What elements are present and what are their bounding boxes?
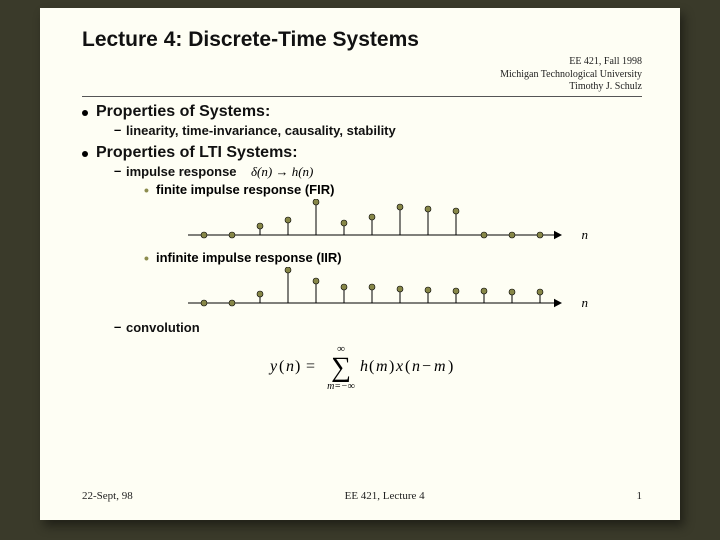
convolution-equation: y ( n ) = ∞ ∑ m=−∞ h ( m ) x ( n − bbox=[82, 341, 642, 396]
svg-text:): ) bbox=[389, 358, 394, 375]
bullet-properties-systems: Properties of Systems: linearity, time-i… bbox=[82, 103, 642, 140]
bullet-list: Properties of Systems: linearity, time-i… bbox=[82, 103, 642, 337]
slide-inner: Lecture 4: Discrete-Time Systems EE 421,… bbox=[82, 28, 642, 500]
bullet-iir: infinite impulse response (IIR) bbox=[144, 250, 642, 265]
fir-plot-wrap: n bbox=[184, 199, 584, 249]
fir-stem-plot bbox=[184, 199, 564, 249]
svg-text:x: x bbox=[395, 358, 403, 375]
slide: Lecture 4: Discrete-Time Systems EE 421,… bbox=[40, 8, 680, 520]
bullet-fir-text: finite impulse response (FIR) bbox=[156, 182, 334, 197]
iir-axis-label: n bbox=[582, 295, 589, 311]
footer-date: 22-Sept, 98 bbox=[82, 490, 133, 502]
divider bbox=[82, 96, 642, 97]
svg-text:m: m bbox=[434, 358, 446, 375]
svg-text:(: ( bbox=[405, 358, 410, 375]
bullet-a-sub-text: linearity, time-invariance, causality, s… bbox=[126, 123, 396, 138]
bullet-b-sub1-text: impulse response bbox=[126, 164, 237, 179]
lecture-title: Lecture 4: Discrete-Time Systems bbox=[82, 28, 642, 52]
slide-meta: EE 421, Fall 1998 Michigan Technological… bbox=[82, 56, 642, 94]
slide-footer: 22-Sept, 98 EE 421, Lecture 4 1 bbox=[82, 490, 642, 502]
svg-text:∑: ∑ bbox=[331, 352, 351, 383]
svg-text:m=−∞: m=−∞ bbox=[327, 381, 355, 391]
meta-course: EE 421, Fall 1998 bbox=[82, 56, 642, 69]
bullet-properties-lti: Properties of LTI Systems: impulse respo… bbox=[82, 144, 642, 337]
meta-author: Timothy J. Schulz bbox=[82, 81, 642, 94]
bullet-b-label: Properties of LTI Systems: bbox=[96, 144, 298, 161]
bullet-iir-text: infinite impulse response (IIR) bbox=[156, 250, 342, 265]
svg-text:n: n bbox=[286, 358, 294, 375]
footer-center: EE 421, Lecture 4 bbox=[345, 490, 425, 502]
svg-text:(: ( bbox=[279, 358, 284, 375]
bullet-b-sub1: impulse response δ(n) → h(n) finite impu… bbox=[114, 163, 642, 317]
bullet-b-sub2-text: convolution bbox=[126, 320, 200, 335]
meta-university: Michigan Technological University bbox=[82, 69, 642, 82]
svg-text:): ) bbox=[295, 358, 300, 375]
footer-page: 1 bbox=[636, 490, 642, 502]
bullet-b-sub2: convolution bbox=[114, 319, 642, 337]
bullet-fir: finite impulse response (FIR) bbox=[144, 182, 642, 197]
bullet-a-label: Properties of Systems: bbox=[96, 103, 270, 120]
svg-text:m: m bbox=[376, 358, 388, 375]
stage: Lecture 4: Discrete-Time Systems EE 421,… bbox=[0, 0, 720, 540]
svg-text:=: = bbox=[306, 358, 315, 375]
bullet-a-sub: linearity, time-invariance, causality, s… bbox=[114, 122, 642, 140]
fir-axis-label: n bbox=[582, 227, 589, 243]
svg-text:): ) bbox=[448, 358, 453, 375]
svg-text:−: − bbox=[422, 358, 431, 375]
iir-stem-plot bbox=[184, 267, 564, 317]
svg-text:n: n bbox=[412, 358, 420, 375]
impulse-equation: δ(n) → h(n) bbox=[251, 164, 313, 179]
svg-text:(: ( bbox=[369, 358, 374, 375]
iir-plot-wrap: n bbox=[184, 267, 584, 317]
svg-text:h: h bbox=[360, 358, 368, 375]
svg-text:y: y bbox=[268, 358, 278, 375]
